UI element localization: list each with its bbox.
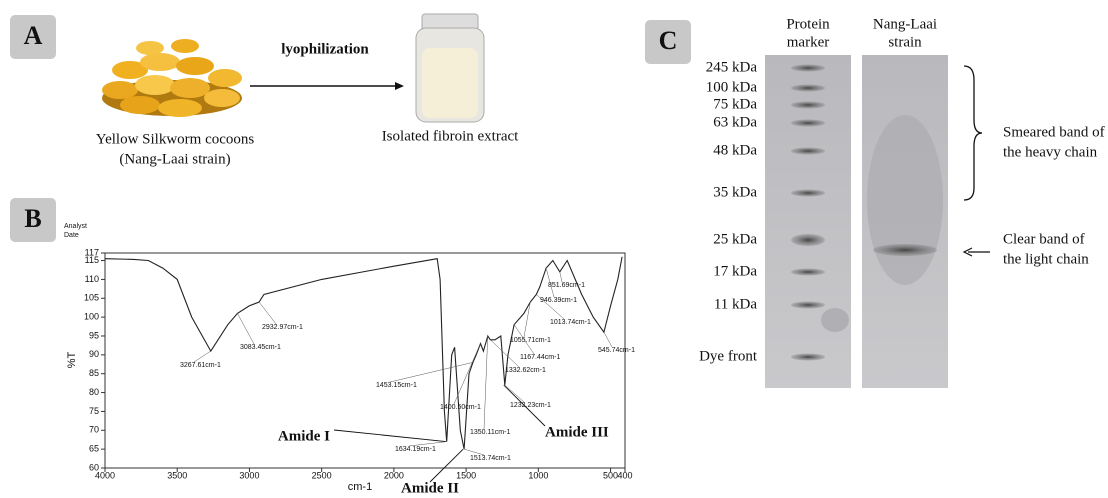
cocoon-image (102, 39, 242, 117)
arrow (964, 248, 990, 256)
x-tick-label: 2500 (312, 470, 332, 480)
caption: (Nang-Laai strain) (119, 151, 230, 167)
annotation: 3267.61cm-1 (180, 362, 221, 369)
panel-label: C (659, 26, 678, 55)
annotation-leader (237, 313, 254, 344)
marker-label: 245 kDa (706, 59, 758, 75)
marker-label: 35 kDa (713, 184, 757, 200)
arrow-label: lyophilization (281, 41, 369, 57)
lane-header: Nang-Laai (873, 16, 937, 32)
annotation-leader (194, 351, 211, 362)
note: Smeared band of (1003, 124, 1105, 140)
note: the light chain (1003, 251, 1089, 267)
callout: Amide I (278, 428, 330, 444)
x-tick-label: 1000 (528, 470, 548, 480)
y-tick-label: 105 (84, 293, 99, 303)
y-tick-label: 110 (85, 274, 99, 284)
marker-label: 11 kDa (714, 296, 758, 312)
header: Analyst (64, 223, 87, 230)
y-tick-label: 70 (89, 425, 99, 435)
annotation-leader (505, 385, 524, 402)
brace (964, 66, 982, 200)
ladder-band (791, 234, 825, 246)
callout: Amide II (401, 480, 459, 496)
marker-label: 100 kDa (706, 79, 758, 95)
annotation: 851.69cm-1 (548, 282, 585, 289)
y-axis-label: %T (66, 351, 78, 368)
lane-header: marker (787, 34, 829, 50)
arrow (250, 82, 404, 90)
y-tick-label: 100 (84, 311, 99, 321)
y-tick-label: 80 (89, 387, 99, 397)
figure: A Yellow Silkworm cocoons (Nang-Laai str… (0, 0, 1108, 498)
annotation: 1400.50cm-1 (440, 404, 481, 411)
annotation: 1453.15cm-1 (376, 382, 417, 389)
x-tick-label: 3500 (167, 470, 187, 480)
y-tick-label: 65 (89, 444, 99, 454)
x-tick-label: 500 (603, 470, 618, 480)
annotation-leader (560, 272, 562, 282)
panel-label: B (24, 204, 41, 233)
y-tick-label: 117 (85, 247, 99, 257)
annotation: 1013.74cm-1 (550, 319, 591, 326)
y-tick-label: 85 (89, 368, 99, 378)
annotation: 1055.71cm-1 (510, 337, 551, 344)
marker-label: Dye front (699, 348, 758, 364)
annotation-leader (604, 332, 612, 347)
ladder-band (791, 148, 825, 155)
ladder-band (791, 120, 825, 127)
ladder-band (791, 190, 825, 197)
marker-label: 63 kDa (713, 114, 757, 130)
lane-header: Protein (786, 16, 830, 32)
annotation: 1513.74cm-1 (470, 455, 511, 462)
y-tick-label: 60 (89, 462, 99, 472)
x-tick-label: 2000 (384, 470, 404, 480)
ladder-band (791, 354, 825, 361)
note: Clear band of (1003, 231, 1085, 247)
marker-label: 17 kDa (713, 263, 757, 279)
ladder-band (791, 85, 825, 92)
annotation: 1167.44cm-1 (520, 354, 560, 361)
annotation: 3083.45cm-1 (240, 344, 281, 351)
lane-header: strain (888, 34, 922, 50)
x-tick-label: 3000 (239, 470, 259, 480)
marker-label: 25 kDa (713, 231, 757, 247)
jar-image (416, 14, 484, 122)
ladder-band (791, 302, 825, 309)
annotation: 1634.19cm-1 (395, 446, 436, 453)
annotation-leader (390, 362, 473, 382)
ladder-band (791, 65, 825, 72)
caption: Isolated fibroin extract (382, 128, 519, 144)
caption: Yellow Silkworm cocoons (96, 131, 255, 147)
annotation: 1232.23cm-1 (510, 402, 551, 409)
x-tick-label: 1500 (456, 470, 476, 480)
annotation: 545.74cm-1 (598, 347, 635, 354)
callout-arrow (334, 430, 446, 442)
panel-label: A (24, 21, 43, 50)
ladder-band (791, 102, 825, 109)
callout: Amide III (545, 424, 609, 440)
note: the heavy chain (1003, 144, 1098, 160)
annotation-leader (484, 336, 488, 429)
marker-label: 48 kDa (713, 142, 757, 158)
header: Date (64, 232, 79, 239)
x-axis-label: cm-1 (348, 481, 372, 493)
y-tick-label: 75 (89, 406, 99, 416)
ladder-band (791, 269, 825, 276)
y-tick-label: 90 (89, 349, 99, 359)
annotation: 1350.11cm-1 (470, 429, 510, 436)
annotation-leader (259, 302, 276, 324)
y-tick-label: 95 (89, 330, 99, 340)
annotation: 2932.97cm-1 (262, 324, 303, 331)
x-tick-label: 400 (617, 470, 632, 480)
annotation: 1332.62cm-1 (505, 367, 546, 374)
marker-label: 75 kDa (713, 96, 757, 112)
